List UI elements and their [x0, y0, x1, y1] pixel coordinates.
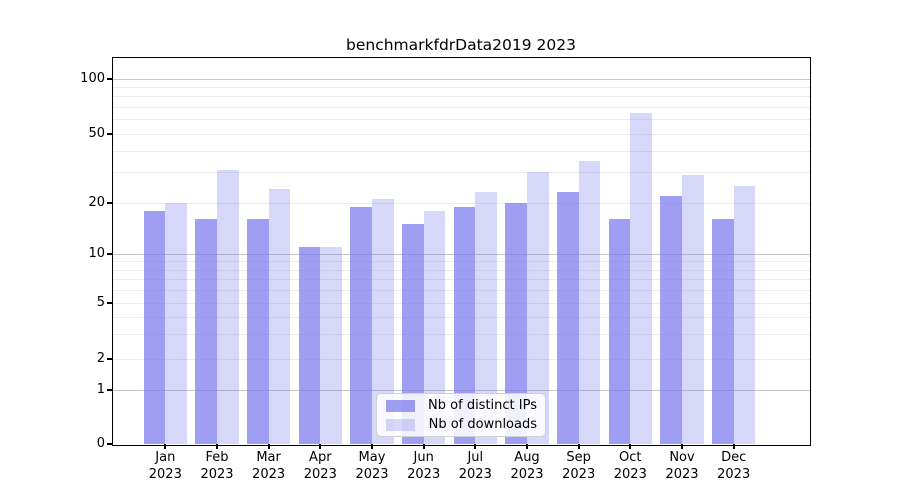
bar-nb-of-downloads-oct-2023 — [630, 112, 652, 444]
bar-nb-of-distinct-ips-jun-2023 — [402, 224, 424, 444]
x-tick-mark-sep-2023 — [577, 444, 580, 449]
y-tick-mark-10 — [107, 252, 112, 255]
bar-nb-of-distinct-ips-aug-2023 — [505, 203, 527, 444]
y-tick-mark-100 — [107, 77, 112, 80]
x-tick-label-apr-2023: Apr 2023 — [303, 450, 337, 482]
x-tick-label-oct-2023: Oct 2023 — [613, 450, 647, 482]
legend-row-nb-of-distinct-ips: Nb of distinct IPs — [377, 398, 545, 414]
y-tick-mark-1 — [107, 388, 112, 391]
y-tick-mark-20 — [107, 202, 112, 204]
x-tick-mark-jan-2023 — [164, 444, 167, 449]
legend-row-nb-of-downloads: Nb of downloads — [377, 417, 545, 433]
y-tick-label-50: 50 — [88, 125, 105, 141]
gridline-60 — [113, 119, 810, 121]
y-tick-label-10: 10 — [88, 245, 105, 261]
bar-nb-of-distinct-ips-mar-2023 — [247, 219, 269, 444]
x-tick-label-jan-2023: Jan 2023 — [148, 450, 182, 482]
x-tick-label-may-2023: May 2023 — [355, 450, 389, 482]
bar-nb-of-distinct-ips-sep-2023 — [557, 192, 579, 444]
bar-nb-of-downloads-jun-2023 — [423, 210, 446, 444]
x-tick-mark-nov-2023 — [681, 444, 683, 449]
legend-swatch-nb-of-distinct-ips — [386, 399, 415, 412]
legend-swatch-nb-of-downloads — [386, 418, 415, 431]
bar-nb-of-downloads-jan-2023 — [165, 203, 187, 444]
bar-nb-of-downloads-mar-2023 — [268, 189, 291, 444]
bar-nb-of-downloads-dec-2023 — [733, 186, 756, 444]
bar-nb-of-distinct-ips-dec-2023 — [712, 219, 734, 444]
plot-area: Nb of distinct IPs Nb of downloads — [112, 57, 811, 446]
x-tick-label-nov-2023: Nov 2023 — [665, 450, 699, 482]
x-tick-label-feb-2023: Feb 2023 — [200, 450, 234, 482]
y-tick-mark-0 — [107, 443, 112, 445]
gridline-major-100 — [113, 78, 810, 80]
y-tick-label-2: 2 — [96, 350, 105, 366]
bar-nb-of-distinct-ips-oct-2023 — [608, 219, 631, 444]
x-tick-mark-jul-2023 — [474, 444, 477, 449]
y-tick-mark-5 — [107, 302, 112, 305]
legend: Nb of distinct IPs Nb of downloads — [376, 393, 546, 437]
y-tick-mark-50 — [107, 132, 112, 135]
gridline-90 — [113, 87, 810, 88]
gridline-80 — [113, 96, 810, 98]
x-tick-label-dec-2023: Dec 2023 — [717, 450, 751, 482]
bar-nb-of-downloads-apr-2023 — [320, 246, 342, 444]
y-tick-mark-2 — [107, 357, 112, 360]
bar-nb-of-distinct-ips-feb-2023 — [195, 219, 217, 444]
bar-nb-of-downloads-may-2023 — [372, 199, 394, 444]
y-tick-label-20: 20 — [88, 195, 105, 210]
bar-nb-of-downloads-jul-2023 — [475, 192, 497, 444]
gridline-30 — [113, 172, 810, 174]
x-tick-label-jul-2023: Jul 2023 — [458, 450, 492, 482]
x-tick-label-mar-2023: Mar 2023 — [252, 450, 286, 482]
x-tick-mark-mar-2023 — [267, 444, 270, 449]
x-tick-label-sep-2023: Sep 2023 — [562, 450, 596, 482]
bar-nb-of-distinct-ips-apr-2023 — [298, 246, 321, 444]
x-tick-mark-jun-2023 — [422, 444, 425, 449]
legend-label-nb-of-downloads: Nb of downloads — [428, 417, 537, 432]
bar-nb-of-distinct-ips-may-2023 — [350, 206, 372, 444]
y-tick-label-0: 0 — [96, 436, 105, 451]
bar-nb-of-downloads-nov-2023 — [682, 174, 704, 444]
gridline-40 — [113, 150, 810, 152]
x-tick-mark-oct-2023 — [629, 444, 632, 449]
bar-nb-of-downloads-sep-2023 — [578, 160, 601, 444]
y-tick-label-100: 100 — [80, 70, 105, 86]
x-tick-label-jun-2023: Jun 2023 — [407, 450, 441, 482]
y-tick-label-5: 5 — [96, 295, 105, 311]
bar-nb-of-downloads-feb-2023 — [217, 169, 239, 444]
gridline-70 — [113, 107, 810, 108]
y-tick-label-1: 1 — [96, 381, 105, 397]
x-tick-mark-dec-2023 — [732, 444, 735, 449]
gridline-50 — [113, 133, 810, 135]
bar-nb-of-distinct-ips-nov-2023 — [660, 195, 682, 444]
chart-title: benchmarkfdrData2019 2023 — [346, 36, 576, 54]
bar-nb-of-distinct-ips-jan-2023 — [143, 210, 166, 444]
gridline-20 — [113, 203, 810, 204]
x-tick-mark-feb-2023 — [216, 444, 218, 449]
x-tick-mark-apr-2023 — [319, 444, 322, 449]
x-tick-mark-may-2023 — [371, 444, 373, 449]
bar-nb-of-distinct-ips-jul-2023 — [453, 206, 476, 444]
x-tick-label-aug-2023: Aug 2023 — [510, 450, 544, 482]
bar-nb-of-downloads-aug-2023 — [527, 172, 549, 444]
x-tick-mark-aug-2023 — [526, 444, 528, 449]
legend-label-nb-of-distinct-ips: Nb of distinct IPs — [428, 398, 537, 413]
